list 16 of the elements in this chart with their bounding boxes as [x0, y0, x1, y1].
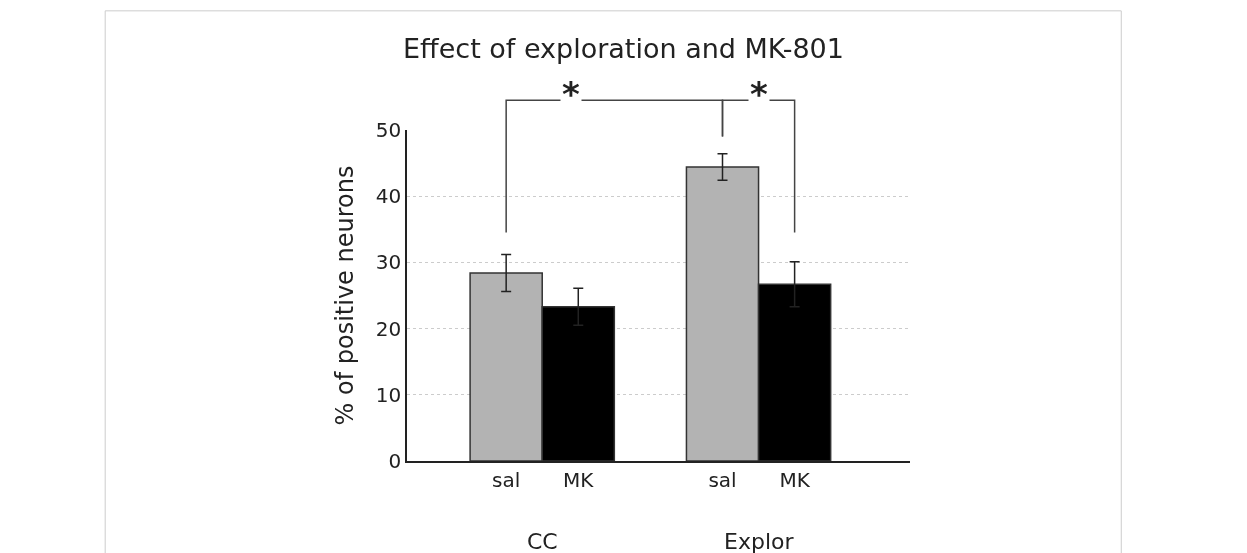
x-tick-label: sal	[708, 467, 737, 492]
y-tick-label: 20	[375, 316, 402, 341]
x-tick-label: MK	[779, 467, 811, 492]
text: CC	[527, 529, 558, 553]
text: *	[562, 74, 580, 114]
x-tick-label: sal	[492, 467, 521, 492]
x-tick-label: MK	[563, 467, 595, 492]
text: Explor	[724, 529, 795, 553]
y-tick-label: 10	[375, 382, 402, 407]
text: *	[750, 74, 768, 114]
y-tick-label: 40	[375, 184, 402, 209]
y-tick-label: 30	[375, 250, 402, 275]
y-axis-title: % of positive neurons	[331, 165, 360, 426]
y-tick-label: 0	[388, 449, 402, 473]
chart-title: Effect of exploration and MK-801	[403, 32, 844, 64]
y-tick-label: 50	[375, 118, 402, 142]
